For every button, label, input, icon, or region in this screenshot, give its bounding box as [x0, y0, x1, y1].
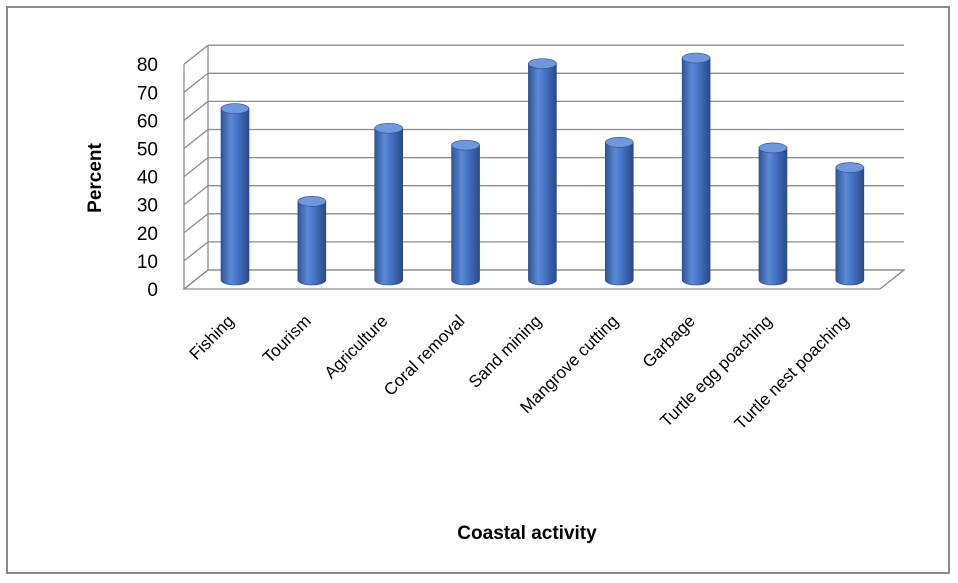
bar: [604, 137, 634, 286]
x-axis-title: Coastal activity: [457, 523, 597, 544]
bar: [374, 122, 404, 286]
y-axis-title: Percent: [85, 142, 106, 212]
gridline-diagonal: [183, 44, 209, 65]
gridline-diagonal: [183, 128, 209, 150]
y-tick-label: 30: [137, 196, 158, 217]
y-tick-label: 10: [137, 252, 158, 273]
category-label: Garbage: [639, 311, 699, 371]
bar-top: [604, 137, 634, 148]
y-tick-label: 50: [137, 140, 158, 161]
y-tick-label: 20: [137, 224, 158, 245]
bar-body: [220, 108, 250, 286]
bar-top: [374, 122, 404, 134]
bar: [528, 58, 557, 286]
bar-body: [528, 63, 557, 286]
bar: [220, 103, 250, 286]
y-tick-label: 70: [137, 83, 158, 104]
gridline-diagonal: [183, 100, 209, 121]
bar: [835, 162, 865, 286]
bar-top: [297, 196, 327, 207]
y-tick-label: 40: [137, 168, 158, 189]
y-tick-label: 0: [147, 280, 158, 301]
category-label: Agriculture: [321, 311, 392, 382]
bar-top: [681, 52, 711, 64]
bar: [451, 139, 480, 286]
y-tick-label: 60: [137, 111, 158, 132]
bar: [297, 196, 327, 286]
category-label: Tourism: [259, 311, 315, 367]
gridline-diagonal: [183, 185, 209, 206]
bar-top: [758, 142, 788, 154]
category-label: Sand mining: [465, 311, 545, 391]
axes: [182, 64, 906, 290]
bar-body: [297, 201, 327, 286]
bar-top: [835, 162, 865, 173]
bar-body: [451, 144, 480, 286]
bars: [220, 52, 865, 286]
gridline-diagonal: [183, 241, 209, 262]
floor: [182, 269, 906, 290]
bar-top: [528, 58, 557, 69]
bar-body: [681, 57, 711, 286]
bar-body: [835, 167, 865, 286]
gridline-diagonal: [183, 213, 209, 234]
chart-frame: [6, 6, 950, 574]
gridline-diagonal: [183, 157, 209, 178]
y-tick-label: 80: [137, 55, 158, 76]
bar-body: [758, 147, 788, 286]
gridline-diagonal: [183, 72, 209, 93]
bar-top: [220, 103, 250, 114]
bar: [681, 52, 711, 286]
category-label: Fishing: [186, 311, 238, 363]
bar-body: [374, 127, 404, 286]
bar-top: [451, 139, 480, 151]
bar: [758, 142, 788, 286]
bar-body: [604, 142, 634, 286]
category-label: Coral removal: [380, 311, 468, 399]
